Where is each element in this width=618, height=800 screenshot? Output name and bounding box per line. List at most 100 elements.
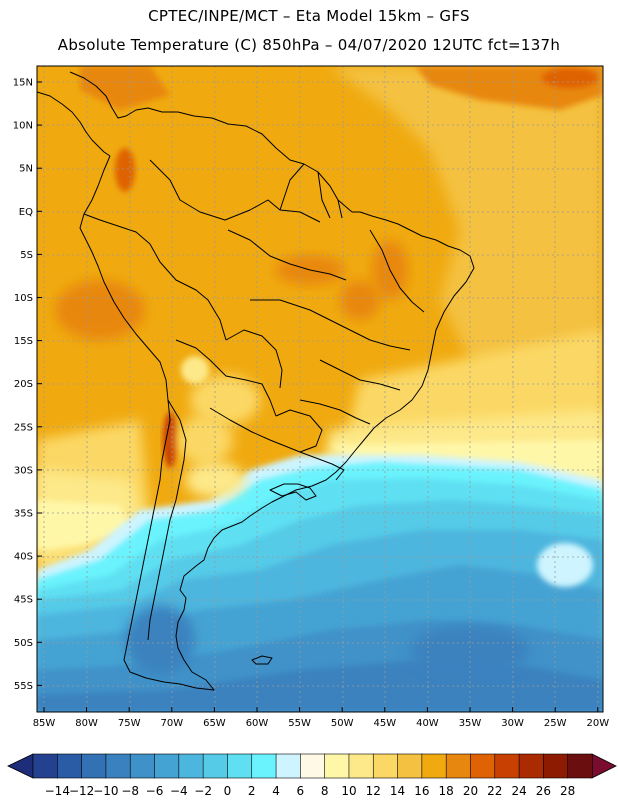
- coastlines-and-borders: [37, 71, 475, 691]
- colorbar-label: −14: [45, 784, 70, 798]
- border-argentina-paraguay: [209, 407, 301, 453]
- colorbar-swatch: [105, 753, 131, 779]
- colorbar-swatch: [154, 753, 180, 779]
- brazil-states-c: [250, 299, 411, 351]
- lon-tick-label: 25W: [544, 718, 567, 729]
- colorbar-swatch: [32, 753, 58, 779]
- colorbar-label: −10: [93, 784, 118, 798]
- map-frame: [36, 65, 604, 713]
- colorbar-swatch: [251, 753, 277, 779]
- lat-tick-label: 25S: [14, 422, 33, 433]
- colorbar-label: 18: [439, 784, 454, 798]
- colorbar-label: 6: [297, 784, 305, 798]
- colorbar-label: 8: [321, 784, 329, 798]
- colorbar-label: 10: [341, 784, 356, 798]
- lon-tick-label: 35W: [459, 718, 482, 729]
- colorbar-label: 14: [390, 784, 405, 798]
- border-bolivia: [175, 339, 277, 417]
- brazil-states-s: [299, 399, 371, 425]
- colorbar-swatch: [348, 753, 374, 779]
- colorbar-swatch: [494, 753, 520, 779]
- colorbar-label: 26: [536, 784, 551, 798]
- colorbar-swatch: [567, 753, 593, 779]
- colorbar-label: −8: [121, 784, 139, 798]
- lat-tick-label: 45S: [14, 595, 33, 606]
- colorbar-label: 2: [248, 784, 256, 798]
- lon-tick-label: 30W: [501, 718, 524, 729]
- border-paraguay-brazil: [275, 409, 323, 453]
- colorbar-swatch: [300, 753, 326, 779]
- lon-tick-label: 70W: [160, 718, 183, 729]
- lon-tick-label: 55W: [288, 718, 311, 729]
- lon-tick-label: 45W: [373, 718, 396, 729]
- temperature-field: [37, 66, 603, 712]
- colorbar-swatch: [421, 753, 447, 779]
- colorbar-label: 16: [414, 784, 429, 798]
- colorbar-swatch: [445, 753, 472, 779]
- colorbar-swatch: [178, 753, 204, 779]
- colorbar-label: 28: [560, 784, 575, 798]
- colorbar-label: −4: [170, 784, 188, 798]
- border-venezuela-guyana: [279, 163, 305, 211]
- colorbar-label: 22: [487, 784, 502, 798]
- south-america-coast: [79, 155, 475, 691]
- brazil-states-n: [227, 229, 347, 281]
- latitude-axis: 15N 10N 5N EQ 5S 10S 15S 20S 25S 30S 35S 40S 45S 50S 5…: [13, 78, 42, 692]
- lat-tick-label: 50S: [14, 638, 33, 649]
- border-colombia-venezuela: [149, 159, 321, 223]
- longitude-axis: 85W 80W 75W 70W 65W 60W 55W 50W 45W 40W 35W 30W 25W 2…: [33, 707, 609, 729]
- lon-tick-label: 20W: [586, 718, 609, 729]
- colorbar-swatch: [372, 753, 399, 779]
- border-ecuador-peru: [83, 213, 151, 245]
- lat-tick-label: 55S: [14, 681, 33, 692]
- border-peru-brazil: [149, 243, 227, 341]
- lat-tick-label: 5S: [20, 250, 33, 261]
- grid-lines: [37, 66, 603, 712]
- lat-tick-label: 30S: [14, 465, 33, 476]
- lon-tick-label: 50W: [331, 718, 354, 729]
- colorbar-label: −12: [69, 784, 94, 798]
- lat-tick-label: 15S: [14, 336, 33, 347]
- central-america-coast: [37, 91, 111, 157]
- lat-tick-label: 10N: [13, 121, 33, 132]
- colorbar-swatch: [397, 753, 423, 779]
- lat-tick-label: 35S: [14, 509, 33, 520]
- colorbar-label: 20: [463, 784, 478, 798]
- brazil-states-se: [319, 359, 401, 391]
- rio-de-la-plata: [269, 483, 317, 501]
- colorbar-label: 12: [366, 784, 381, 798]
- colorbar-label: −6: [146, 784, 164, 798]
- falklands: [251, 655, 273, 665]
- lat-tick-label: 5N: [19, 164, 33, 175]
- colorbar-label: −2: [194, 784, 212, 798]
- colorbar-swatch: [129, 753, 156, 779]
- lat-tick-label: EQ: [19, 207, 33, 218]
- colorbar-swatch: [470, 753, 496, 779]
- border-uruguay-brazil: [299, 451, 345, 481]
- colorbar: −14−12−10 −8 −6 −4 −2 0 2 4 6 8 10 12 14 16 18 20 22 24 26…: [7, 753, 617, 798]
- colorbar-swatch: [227, 753, 253, 779]
- colorbar-over-arrow: [591, 753, 617, 779]
- colorbar-swatch: [518, 753, 544, 779]
- lon-tick-label: 65W: [203, 718, 226, 729]
- lat-tick-label: 10S: [14, 293, 33, 304]
- border-guyanas: [317, 171, 343, 219]
- colorbar-swatch: [81, 753, 107, 779]
- caribbean-coast: [69, 71, 353, 213]
- border-chile-argentina: [147, 399, 187, 641]
- lon-tick-label: 40W: [416, 718, 439, 729]
- colorbar-label: 24: [511, 784, 526, 798]
- colorbar-label: 4: [272, 784, 280, 798]
- brazil-states-ne: [369, 229, 425, 313]
- border-bolivia-brazil: [225, 329, 283, 389]
- title-line-2: Absolute Temperature (C) 850hPa – 04/07/…: [57, 36, 561, 54]
- title-line-1: CPTEC/INPE/MCT – Eta Model 15km – GFS: [148, 7, 470, 25]
- lon-tick-label: 60W: [246, 718, 269, 729]
- colorbar-swatch: [202, 753, 229, 779]
- colorbar-swatch: [275, 753, 301, 779]
- lat-tick-label: 40S: [14, 552, 33, 563]
- lon-tick-label: 80W: [75, 718, 98, 729]
- colorbar-swatch: [57, 753, 83, 779]
- colorbar-swatch: [543, 753, 569, 779]
